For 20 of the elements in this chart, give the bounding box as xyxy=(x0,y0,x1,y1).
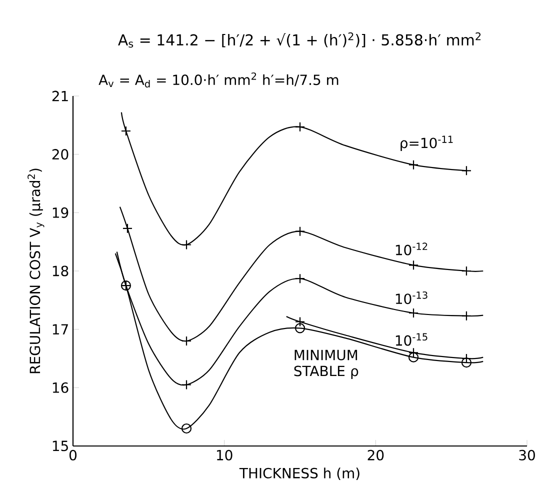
x-tick-label: 30 xyxy=(519,450,535,460)
y-axis-title: REGULATION COST V$_{y}$ (μrad$^{2}$) xyxy=(28,168,44,374)
chart-title: A$_{s}$ = 141.2 − [h′/2 + √(1 + (h′)$^{2}$)] · 5.858·h′ mm$^{2}$ xyxy=(118,32,481,48)
x-tick-label: 10 xyxy=(216,450,232,460)
series-label: ρ=10$^{-11}$ xyxy=(400,136,453,151)
y-tick-label: 16 xyxy=(52,382,68,393)
series-label: 10$^{-15}$ xyxy=(396,333,428,346)
series-label: MINIMUM STABLE ρ xyxy=(294,350,358,379)
y-tick-label: 19 xyxy=(52,207,68,218)
chart-subtitle: A$_{v}$ = A$_{d}$ = 10.0·h′ mm$^{2}$ h′=h/7.5 m xyxy=(98,72,338,88)
y-tick-label: 21 xyxy=(52,90,68,102)
x-tick-label: 0 xyxy=(69,450,77,460)
y-tick-label: 15 xyxy=(52,440,68,452)
x-tick-label: 20 xyxy=(368,450,384,460)
y-tick-label: 18 xyxy=(52,266,68,276)
series-label: 10$^{-13}$ xyxy=(396,291,428,304)
series-label: 10$^{-12}$ xyxy=(396,242,428,256)
y-tick-label: 17 xyxy=(52,324,68,334)
y-tick-label: 20 xyxy=(52,149,68,160)
x-axis-title: THICKNESS h (m) xyxy=(239,468,360,480)
